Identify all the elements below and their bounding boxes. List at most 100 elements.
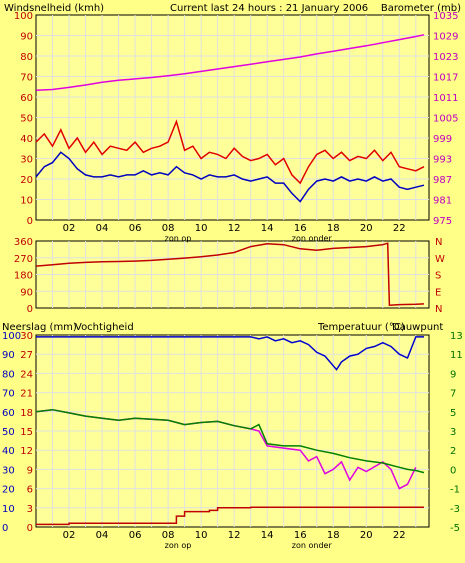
- hour-tick: 10: [195, 223, 208, 234]
- temperature-tick: 7: [450, 389, 456, 400]
- rain-tick: 0: [27, 523, 33, 534]
- dewpoint-axis-label: Dauwpunt: [392, 322, 443, 333]
- rain-tick: 21: [20, 389, 33, 400]
- barometer-tick: 1005: [433, 114, 458, 125]
- barometer-tick: 999: [433, 134, 452, 145]
- hour-tick: 12: [228, 223, 241, 234]
- temperature-tick: -3: [450, 504, 460, 515]
- rain-tick: 3: [27, 504, 33, 515]
- wind-speed-tick: 100: [14, 11, 33, 22]
- hour-tick: 16: [294, 530, 307, 541]
- direction-degree-tick: 0: [27, 304, 33, 315]
- hour-tick: 08: [162, 223, 175, 234]
- temperature-tick: 11: [450, 350, 463, 361]
- direction-degree-tick: 90: [20, 287, 33, 298]
- humidity-tick: 50: [2, 427, 15, 438]
- wind-speed-tick: 50: [20, 114, 33, 125]
- temperature-axis-label: Temperatuur (°C): [317, 322, 405, 333]
- hour-tick: 04: [96, 223, 109, 234]
- wind-speed-tick: 10: [20, 196, 33, 207]
- hour-tick: 06: [129, 223, 142, 234]
- wind-direction-line: [35, 242, 425, 306]
- hour-tick: 06: [129, 530, 142, 541]
- rain-tick: 30: [20, 331, 33, 342]
- rain-tick: 15: [20, 427, 33, 438]
- direction-degree-tick: 270: [14, 254, 33, 265]
- hour-tick: 02: [63, 223, 76, 234]
- hour-tick: 22: [393, 530, 406, 541]
- temperature-tick: -5: [450, 523, 460, 534]
- wind-speed-tick: 20: [20, 175, 33, 186]
- temperature-tick: 5: [450, 408, 456, 419]
- hour-tick: 08: [162, 530, 175, 541]
- humidity-line: [36, 336, 424, 371]
- sunset-label: zon onder: [292, 541, 333, 550]
- barometer-tick: 1029: [433, 32, 458, 43]
- wind-panel-grid: [36, 15, 429, 220]
- direction-compass-tick: S: [435, 271, 441, 282]
- humidity-tick: 30: [2, 465, 15, 476]
- hour-tick: 02: [63, 530, 76, 541]
- direction-panel-series: [35, 242, 425, 306]
- direction-compass-tick: W: [435, 254, 445, 265]
- humidity-tick: 10: [2, 504, 15, 515]
- rain-tick: 27: [20, 350, 33, 361]
- axis-ticks: 1009080706050403020100103510291023101710…: [2, 11, 463, 550]
- temperature-line: [35, 408, 425, 474]
- humidity-tick: 20: [2, 485, 15, 496]
- barometer-tick: 993: [433, 155, 452, 166]
- humidity-axis-label: Vochtigheid: [75, 322, 134, 333]
- temperature-tick: 9: [450, 369, 456, 380]
- hour-tick: 22: [393, 223, 406, 234]
- hour-tick: 12: [228, 530, 241, 541]
- barometer-line: [35, 34, 425, 91]
- wind-speed-tick: 60: [20, 93, 33, 104]
- temperature-tick: 3: [450, 427, 456, 438]
- temperature-tick: -1: [450, 485, 460, 496]
- rain-tick: 12: [20, 446, 33, 457]
- direction-degree-tick: 180: [14, 271, 33, 282]
- humidity-tick: 0: [2, 523, 8, 534]
- rain-tick: 18: [20, 408, 33, 419]
- rain-tick: 24: [20, 369, 33, 380]
- wind-speed-line: [35, 119, 425, 185]
- rain-line: [36, 506, 424, 526]
- temperature-tick: 13: [450, 331, 463, 342]
- rain-tick: 6: [27, 485, 33, 496]
- barometer-tick: 975: [433, 216, 452, 227]
- rain-axis-label: Neerslag (mm): [2, 322, 77, 333]
- wind-speed-tick: 30: [20, 155, 33, 166]
- direction-compass-tick: N: [435, 237, 442, 248]
- humidity-tick: 100: [2, 331, 21, 342]
- hour-tick: 04: [96, 530, 109, 541]
- bottom-panel-grid: [36, 335, 429, 527]
- direction-panel-grid: [36, 241, 429, 308]
- humidity-tick: 40: [2, 446, 15, 457]
- direction-compass-tick: E: [435, 287, 441, 298]
- rain-tick: 9: [27, 465, 33, 476]
- wind-speed-tick: 80: [20, 52, 33, 63]
- direction-compass-tick: N: [435, 304, 442, 315]
- temperature-tick: 2: [450, 446, 456, 457]
- wind-average-line: [35, 151, 425, 203]
- humidity-tick: 70: [2, 389, 15, 400]
- hour-tick: 14: [261, 223, 274, 234]
- direction-degree-tick: 360: [14, 237, 33, 248]
- hour-tick: 18: [327, 223, 340, 234]
- wind-panel-series: [35, 34, 425, 203]
- wind-speed-axis-label: Windsnelheid (kmh): [4, 3, 104, 14]
- bottom-panel-series: [35, 336, 425, 526]
- wind-speed-tick: 90: [20, 32, 33, 43]
- wind-speed-tick: 0: [27, 216, 33, 227]
- barometer-tick: 987: [433, 175, 452, 186]
- hour-tick: 18: [327, 530, 340, 541]
- humidity-tick: 90: [2, 350, 15, 361]
- barometer-axis-label: Barometer (mb): [381, 3, 461, 14]
- barometer-tick: 1035: [433, 11, 458, 22]
- sunset-label: zon onder: [292, 234, 333, 243]
- barometer-tick: 1017: [433, 73, 458, 84]
- hour-tick: 10: [195, 530, 208, 541]
- wind-speed-tick: 70: [20, 73, 33, 84]
- hour-tick: 16: [294, 223, 307, 234]
